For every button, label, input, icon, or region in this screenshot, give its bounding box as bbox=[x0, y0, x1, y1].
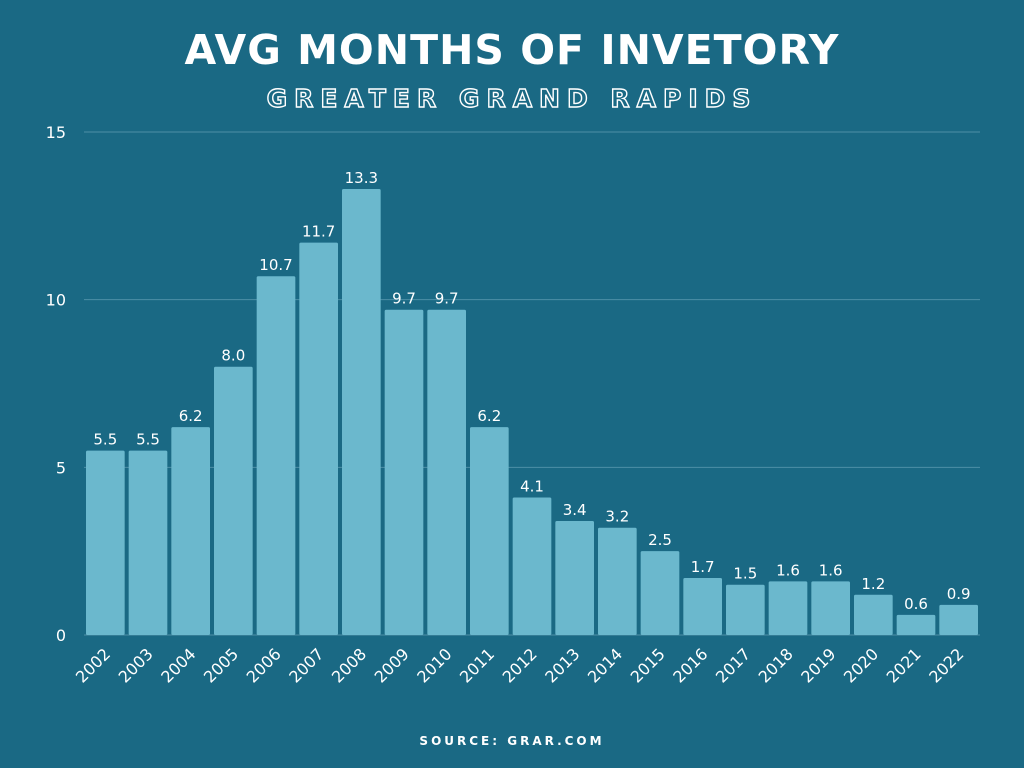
value-label-2020: 1.2 bbox=[861, 575, 885, 593]
bar-2017 bbox=[726, 584, 765, 635]
bar-2014 bbox=[598, 527, 637, 635]
value-label-2014: 3.2 bbox=[605, 508, 629, 526]
value-label-2022: 0.9 bbox=[947, 585, 971, 603]
bar-2018 bbox=[768, 581, 808, 635]
x-tick-label-2006: 2006 bbox=[243, 644, 285, 686]
source-note: SOURCE: GRAR.COM bbox=[419, 734, 605, 748]
x-tick-label-2010: 2010 bbox=[413, 644, 455, 686]
x-tick-label-2012: 2012 bbox=[499, 644, 541, 686]
value-label-2005: 8.0 bbox=[221, 347, 245, 365]
y-tick-label: 5 bbox=[56, 458, 66, 477]
value-label-2007: 11.7 bbox=[302, 223, 335, 241]
x-tick-label-2017: 2017 bbox=[712, 644, 754, 686]
value-label-2011: 6.2 bbox=[477, 407, 501, 425]
bar-2006 bbox=[256, 276, 296, 635]
bar-2016 bbox=[683, 577, 722, 635]
bar-2013 bbox=[555, 520, 594, 635]
bar-2015 bbox=[640, 551, 680, 635]
bar-2002 bbox=[86, 450, 125, 635]
chart-title: AVG MONTHS OF INVETORY bbox=[184, 26, 840, 74]
value-label-2012: 4.1 bbox=[520, 478, 544, 496]
bar-2004 bbox=[171, 427, 210, 635]
value-label-2018: 1.6 bbox=[776, 561, 800, 579]
bar-2007 bbox=[299, 242, 338, 635]
x-tick-label-2005: 2005 bbox=[200, 644, 242, 686]
y-tick-label: 0 bbox=[56, 626, 66, 645]
bar-2012 bbox=[512, 497, 552, 635]
value-label-2006: 10.7 bbox=[259, 256, 292, 274]
value-label-2016: 1.7 bbox=[691, 558, 715, 576]
y-tick-label: 15 bbox=[46, 123, 66, 142]
value-label-2021: 0.6 bbox=[904, 595, 928, 613]
x-tick-label-2014: 2014 bbox=[584, 644, 626, 686]
bar-2021 bbox=[896, 614, 936, 635]
value-label-2013: 3.4 bbox=[563, 501, 587, 519]
x-tick-label-2003: 2003 bbox=[115, 644, 157, 686]
value-label-2019: 1.6 bbox=[819, 561, 843, 579]
x-tick-label-2019: 2019 bbox=[797, 644, 839, 686]
bar-2020 bbox=[854, 594, 893, 635]
x-tick-label-2007: 2007 bbox=[285, 644, 327, 686]
x-tick-label-2002: 2002 bbox=[72, 644, 114, 686]
bar-2022 bbox=[939, 604, 978, 635]
y-axis-ticks: 0 5 10 15 bbox=[46, 123, 66, 645]
x-tick-label-2020: 2020 bbox=[840, 644, 882, 686]
value-label-2015: 2.5 bbox=[648, 531, 672, 549]
x-tick-label-2021: 2021 bbox=[883, 644, 925, 686]
bar-2019 bbox=[811, 581, 850, 635]
value-label-2003: 5.5 bbox=[136, 431, 160, 449]
y-tick-label: 10 bbox=[46, 291, 66, 310]
bar-2003 bbox=[128, 450, 168, 635]
x-axis-ticks: 2002 2003 2004 2005 2006 2007 2008 2009 2010 2011… bbox=[72, 644, 968, 686]
bar-2008 bbox=[342, 189, 381, 636]
x-tick-label-2018: 2018 bbox=[755, 644, 797, 686]
chart-subtitle: GREATER GRAND RAPIDS bbox=[266, 83, 758, 113]
x-tick-label-2015: 2015 bbox=[627, 644, 669, 686]
value-label-2010: 9.7 bbox=[435, 290, 459, 308]
x-tick-label-2016: 2016 bbox=[669, 644, 711, 686]
bars bbox=[86, 189, 978, 636]
bar-2009 bbox=[384, 309, 424, 635]
x-tick-label-2009: 2009 bbox=[371, 644, 413, 686]
x-tick-label-2011: 2011 bbox=[456, 644, 498, 686]
bar-2010 bbox=[427, 309, 466, 635]
x-tick-label-2013: 2013 bbox=[541, 644, 583, 686]
x-tick-label-2004: 2004 bbox=[157, 644, 199, 686]
value-labels: 5.5 5.5 6.2 8.0 10.7 11.7 13.3 9.7 9.7 6.2 4.1 3.4 3… bbox=[93, 169, 970, 613]
bar-2005 bbox=[214, 366, 253, 635]
value-label-2004: 6.2 bbox=[179, 407, 203, 425]
value-label-2008: 13.3 bbox=[345, 169, 378, 187]
x-tick-label-2008: 2008 bbox=[328, 644, 370, 686]
value-label-2017: 1.5 bbox=[733, 565, 757, 583]
value-label-2009: 9.7 bbox=[392, 290, 416, 308]
x-tick-label-2022: 2022 bbox=[925, 644, 967, 686]
value-label-2002: 5.5 bbox=[93, 431, 117, 449]
bar-2011 bbox=[470, 427, 509, 635]
